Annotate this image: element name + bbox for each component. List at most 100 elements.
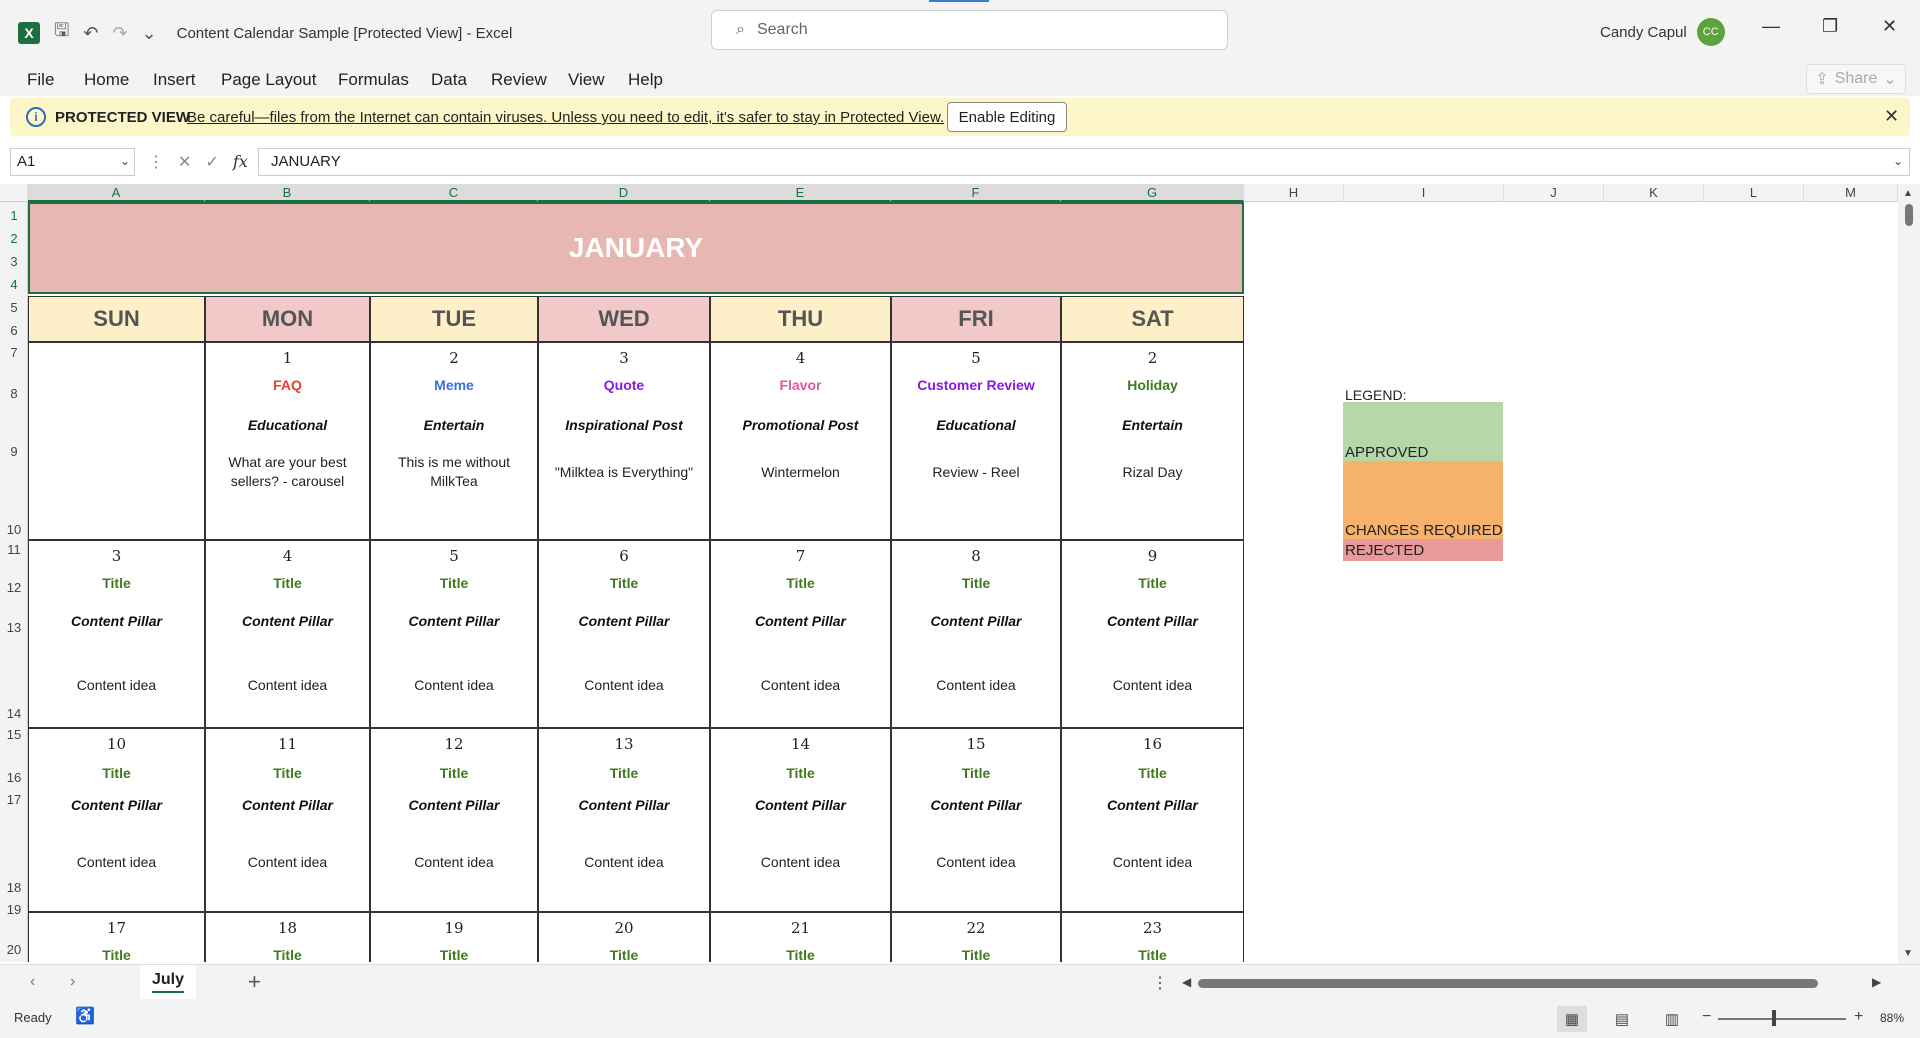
calendar-cell[interactable]: 17 Title (28, 912, 205, 962)
zoom-level[interactable]: 88% (1880, 1011, 1905, 1025)
day-header-sun[interactable]: SUN (28, 296, 205, 342)
day-header-fri[interactable]: FRI (891, 296, 1061, 342)
calendar-cell[interactable]: 5 Customer Review Educational Review - Reel (891, 342, 1061, 540)
share-button[interactable]: ⇪ Share ⌄ (1806, 64, 1906, 94)
column-header[interactable]: B (205, 184, 370, 202)
select-all-corner[interactable] (0, 184, 28, 202)
day-header-mon[interactable]: MON (205, 296, 370, 342)
tab-formulas[interactable]: Formulas (338, 70, 409, 89)
legend-rejected[interactable]: REJECTED (1343, 539, 1503, 561)
sheet-tab-july[interactable]: July (140, 965, 196, 999)
column-header[interactable]: L (1704, 184, 1804, 202)
tab-help[interactable]: Help (628, 70, 663, 89)
close-icon[interactable]: ✕ (1884, 106, 1900, 126)
legend-changes-required[interactable]: CHANGES REQUIRED (1343, 461, 1503, 539)
calendar-cell[interactable]: 3 Quote Inspirational Post "Milktea is Ever… (538, 342, 710, 540)
column-header[interactable]: J (1504, 184, 1604, 202)
row-header[interactable]: 14 (6, 706, 22, 721)
calendar-cell[interactable]: 19 Title (370, 912, 538, 962)
calendar-cell[interactable]: 11 Title Content Pillar Content idea (205, 728, 370, 912)
scroll-down-icon[interactable]: ▼ (1903, 948, 1913, 959)
row-header[interactable]: 2 (10, 231, 18, 246)
save-icon[interactable]: 🖫 (54, 20, 70, 40)
worksheet-grid[interactable]: JANUARY SUN MON TUE WED THU FRI SAT 1 FAQ… (28, 202, 1898, 962)
day-header-wed[interactable]: WED (538, 296, 710, 342)
scroll-thumb[interactable] (1905, 204, 1913, 226)
row-header[interactable]: 9 (10, 444, 18, 459)
calendar-cell[interactable]: 2 Meme Entertain This is me without MilkTea (370, 342, 538, 540)
calendar-cell[interactable]: 3 Title Content Pillar Content idea (28, 540, 205, 728)
confirm-icon[interactable]: ✓ (205, 154, 219, 171)
add-sheet-icon[interactable]: + (248, 969, 261, 994)
calendar-cell[interactable]: 21 Title (710, 912, 891, 962)
day-header-sat[interactable]: SAT (1061, 296, 1244, 342)
row-header[interactable]: 4 (10, 277, 18, 292)
tab-review[interactable]: Review (491, 70, 547, 89)
calendar-cell[interactable]: 4 Flavor Promotional Post Wintermelon (710, 342, 891, 540)
calendar-cell[interactable]: 14 Title Content Pillar Content idea (710, 728, 891, 912)
row-header[interactable]: 5 (10, 300, 18, 315)
column-header[interactable]: C (370, 184, 538, 202)
avatar[interactable]: CC (1696, 18, 1725, 46)
chevron-down-icon[interactable]: ⌄ (1892, 154, 1903, 168)
column-header[interactable]: E (710, 184, 891, 202)
calendar-cell[interactable]: 18 Title (205, 912, 370, 962)
close-icon[interactable]: ✕ (1882, 16, 1898, 36)
row-header[interactable]: 18 (6, 880, 22, 895)
calendar-cell[interactable]: 8 Title Content Pillar Content idea (891, 540, 1061, 728)
minimize-icon[interactable]: — (1762, 16, 1780, 36)
row-header[interactable]: 11 (7, 542, 21, 557)
calendar-cell[interactable]: 2 Holiday Entertain Rizal Day (1061, 342, 1244, 540)
tab-view[interactable]: View (568, 70, 605, 89)
zoom-slider[interactable] (1718, 1018, 1846, 1020)
insert-function-icon[interactable]: fx (232, 152, 248, 171)
row-header[interactable]: 3 (10, 254, 18, 269)
horizontal-scrollbar[interactable]: ◀ ▶ (1180, 975, 1890, 991)
row-header[interactable]: 16 (6, 770, 22, 785)
row-header[interactable]: 15 (6, 727, 22, 742)
name-box[interactable]: A1 ⌄ (10, 148, 135, 176)
tab-page-layout[interactable]: Page Layout (221, 70, 317, 89)
accessibility-icon[interactable]: ♿ (75, 1008, 95, 1025)
row-header[interactable]: 10 (6, 522, 22, 537)
chevron-down-icon[interactable]: ⌄ (119, 154, 130, 168)
calendar-cell[interactable]: 9 Title Content Pillar Content idea (1061, 540, 1244, 728)
row-header[interactable]: 19 (6, 902, 22, 917)
calendar-cell[interactable]: 4 Title Content Pillar Content idea (205, 540, 370, 728)
enable-editing-button[interactable]: Enable Editing (947, 102, 1067, 132)
tab-home[interactable]: Home (84, 70, 130, 89)
column-header[interactable]: G (1061, 184, 1244, 202)
next-sheet-icon[interactable]: › (70, 973, 76, 990)
prev-sheet-icon[interactable]: ‹ (30, 973, 36, 990)
page-break-view-icon[interactable]: ▥ (1664, 1011, 1680, 1028)
calendar-cell[interactable]: 16 Title Content Pillar Content idea (1061, 728, 1244, 912)
calendar-cell[interactable]: 20 Title (538, 912, 710, 962)
zoom-in-icon[interactable]: + (1854, 1008, 1864, 1025)
more-icon[interactable]: ⋮ (148, 154, 164, 171)
formula-input[interactable]: JANUARY ⌄ (258, 148, 1910, 176)
tab-data[interactable]: Data (431, 70, 467, 89)
redo-icon[interactable]: ↷ (112, 22, 128, 43)
month-banner[interactable]: JANUARY (28, 202, 1244, 294)
tab-insert[interactable]: Insert (153, 70, 196, 89)
more-icon[interactable]: ⋮ (1152, 975, 1168, 992)
scroll-thumb[interactable] (1198, 979, 1818, 988)
scroll-right-icon[interactable]: ▶ (1872, 975, 1882, 989)
row-header[interactable]: 1 (10, 208, 18, 223)
search-box[interactable]: ⌕ Search (711, 10, 1228, 50)
legend-approved[interactable]: APPROVED (1343, 402, 1503, 461)
customize-toolbar-icon[interactable]: ⌄ (141, 22, 157, 43)
row-header[interactable]: 8 (10, 386, 18, 401)
column-header[interactable]: H (1244, 184, 1344, 202)
zoom-out-icon[interactable]: − (1702, 1008, 1712, 1025)
column-header[interactable]: D (538, 184, 710, 202)
zoom-slider-thumb[interactable] (1772, 1010, 1776, 1026)
calendar-cell[interactable] (28, 342, 205, 540)
calendar-cell[interactable]: 6 Title Content Pillar Content idea (538, 540, 710, 728)
vertical-scrollbar[interactable]: ▲ ▼ (1898, 184, 1920, 964)
undo-icon[interactable]: ↶ (83, 22, 99, 43)
normal-view-icon[interactable]: ▦ (1557, 1006, 1587, 1032)
row-header[interactable]: 17 (6, 792, 22, 807)
day-header-tue[interactable]: TUE (370, 296, 538, 342)
calendar-cell[interactable]: 23 Title (1061, 912, 1244, 962)
